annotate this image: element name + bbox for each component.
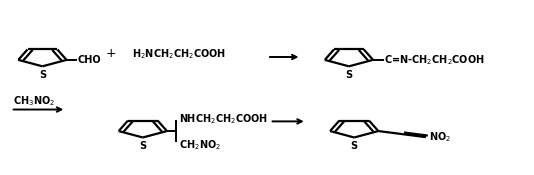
Text: S: S: [345, 70, 352, 80]
Text: S: S: [139, 141, 146, 151]
Text: S: S: [351, 141, 358, 151]
Text: NHCH$_2$CH$_2$COOH: NHCH$_2$CH$_2$COOH: [179, 112, 268, 126]
Text: CH$_3$NO$_2$: CH$_3$NO$_2$: [13, 94, 56, 108]
Text: H$_2$NCH$_2$CH$_2$COOH: H$_2$NCH$_2$CH$_2$COOH: [132, 47, 226, 61]
Text: S: S: [39, 70, 46, 80]
Text: +: +: [106, 47, 116, 60]
Text: CH$_2$NO$_2$: CH$_2$NO$_2$: [179, 138, 221, 152]
Text: NO$_2$: NO$_2$: [428, 130, 451, 144]
Text: CHO: CHO: [77, 55, 101, 65]
Text: C=N-CH$_2$CH$_2$COOH: C=N-CH$_2$CH$_2$COOH: [383, 53, 484, 67]
